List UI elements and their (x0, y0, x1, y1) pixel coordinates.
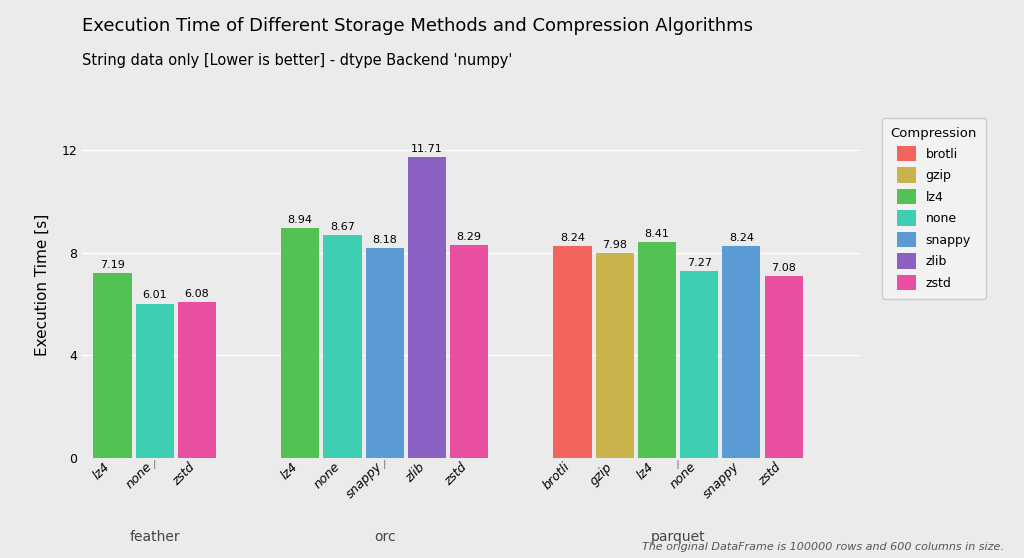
Y-axis label: Execution Time [s]: Execution Time [s] (35, 214, 50, 355)
Text: 7.19: 7.19 (100, 260, 125, 270)
Text: 6.01: 6.01 (142, 291, 167, 300)
Bar (366, 248, 403, 458)
Legend: brotli, gzip, lz4, none, snappy, zlib, zstd: brotli, gzip, lz4, none, snappy, zlib, z… (882, 118, 986, 299)
Bar (408, 157, 446, 458)
Text: 8.67: 8.67 (330, 222, 355, 232)
Text: orc: orc (374, 530, 395, 544)
Text: Execution Time of Different Storage Methods and Compression Algorithms: Execution Time of Different Storage Meth… (82, 17, 753, 35)
Bar (765, 276, 803, 458)
Bar (178, 302, 216, 458)
Text: 8.41: 8.41 (644, 229, 670, 239)
Text: 7.27: 7.27 (687, 258, 712, 268)
Bar (722, 247, 761, 458)
Bar (451, 245, 488, 458)
Bar (324, 235, 361, 458)
Bar (553, 247, 592, 458)
Text: 11.71: 11.71 (411, 145, 442, 155)
Text: The original DataFrame is 100000 rows and 600 columns in size.: The original DataFrame is 100000 rows an… (642, 542, 1004, 552)
Bar (680, 271, 718, 458)
Text: 6.08: 6.08 (184, 288, 209, 299)
Text: 8.29: 8.29 (457, 232, 481, 242)
Bar (93, 273, 131, 458)
Text: 8.24: 8.24 (729, 233, 754, 243)
Text: 8.94: 8.94 (288, 215, 312, 225)
Bar (596, 253, 634, 458)
Text: 7.08: 7.08 (771, 263, 796, 273)
Bar (638, 242, 676, 458)
Text: feather: feather (129, 530, 180, 544)
Text: parquet: parquet (650, 530, 706, 544)
Text: 8.18: 8.18 (373, 235, 397, 245)
Text: 7.98: 7.98 (602, 240, 627, 250)
Text: String data only [Lower is better] - dtype Backend 'numpy': String data only [Lower is better] - dty… (82, 53, 512, 68)
Text: 8.24: 8.24 (560, 233, 585, 243)
Bar (135, 304, 174, 458)
Bar (282, 228, 319, 458)
